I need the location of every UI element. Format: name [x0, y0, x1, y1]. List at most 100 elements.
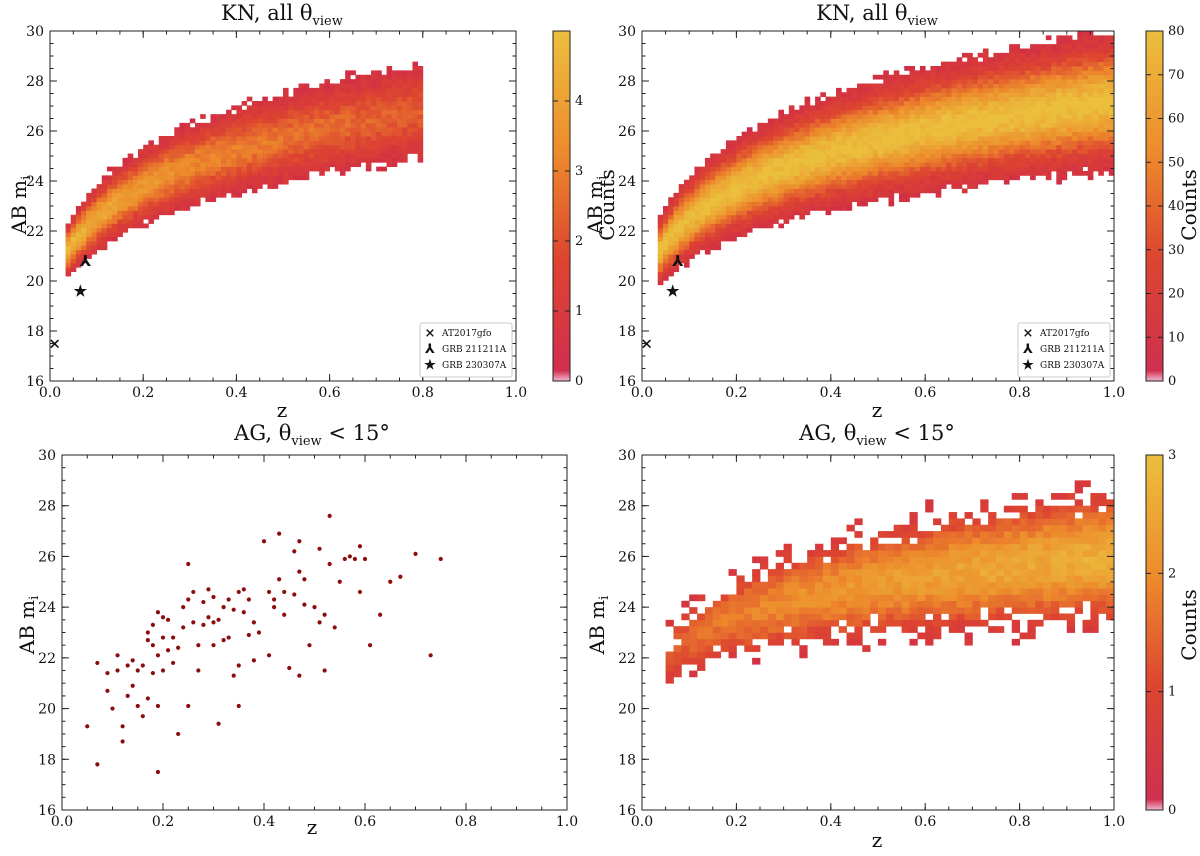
heatmap-cell	[851, 184, 858, 189]
heatmap-cell	[1093, 105, 1099, 111]
heatmap-cell	[1019, 131, 1026, 137]
heatmap-cell	[681, 657, 690, 665]
heatmap-cell	[673, 241, 680, 246]
heatmap-cell	[117, 219, 123, 224]
heatmap-cell	[799, 179, 805, 185]
heatmap-cell	[731, 188, 737, 194]
heatmap-cell	[898, 87, 905, 93]
heatmap-cell	[930, 131, 937, 137]
heatmap-cell	[851, 87, 858, 93]
heatmap-cell	[283, 109, 289, 115]
heatmap-cell	[893, 550, 902, 557]
heatmap-cell	[919, 122, 926, 128]
heatmap-cell	[862, 600, 871, 608]
heatmap-cell	[345, 157, 351, 163]
heatmap-cell	[402, 144, 408, 150]
heatmap-cell	[964, 588, 973, 595]
heatmap-cell	[138, 153, 144, 159]
heatmap-cell	[386, 114, 393, 119]
heatmap-cell	[163, 197, 170, 203]
heatmap-cell	[689, 657, 698, 665]
heatmap-cell	[783, 206, 790, 211]
heatmap-cell	[257, 166, 263, 172]
heatmap-cell	[935, 74, 942, 80]
heatmap-cell	[720, 206, 727, 211]
heatmap-cell	[334, 96, 341, 102]
heatmap-cell	[893, 171, 900, 176]
heatmap-cell	[138, 192, 144, 198]
heatmap-cell	[1045, 114, 1052, 119]
heatmap-cell	[998, 105, 1005, 111]
heatmap-cell	[298, 109, 305, 115]
heatmap-cell	[948, 550, 958, 557]
heatmap-cell	[376, 83, 382, 89]
heatmap-cell	[402, 70, 408, 76]
heatmap-cell	[783, 210, 790, 216]
heatmap-cell	[1009, 92, 1015, 98]
heatmap-cell	[298, 166, 305, 172]
heatmap-cell	[794, 153, 800, 159]
scatter-point	[186, 597, 191, 602]
heatmap-cell	[998, 118, 1005, 124]
heatmap-cell	[689, 197, 695, 203]
heatmap-cell	[1030, 127, 1036, 133]
heatmap-cell	[799, 192, 805, 198]
heatmap-cell	[215, 149, 222, 154]
heatmap-cell	[298, 122, 305, 128]
heatmap-cell	[820, 179, 826, 185]
heatmap-cell	[988, 569, 997, 576]
heatmap-cell	[909, 127, 916, 133]
heatmap-cell	[1035, 550, 1044, 557]
heatmap-cell	[386, 131, 393, 137]
heatmap-cell	[872, 166, 879, 172]
heatmap-cell	[914, 92, 921, 98]
heatmap-cell	[1019, 531, 1028, 538]
heatmap-cell	[815, 149, 821, 154]
heatmap-cell	[1014, 114, 1020, 119]
heatmap-cell	[697, 664, 706, 671]
heatmap-cell	[961, 66, 968, 71]
heatmap-cell	[930, 109, 937, 115]
heatmap-cell	[241, 136, 248, 141]
heatmap-cell	[893, 70, 900, 76]
heatmap-cell	[86, 236, 92, 242]
heatmap-cell	[407, 74, 413, 80]
heatmap-cell	[830, 197, 837, 203]
heatmap-cell	[925, 83, 931, 89]
scatter-point	[251, 658, 256, 663]
heatmap-cell	[1082, 57, 1089, 63]
heatmap-cell	[956, 575, 965, 583]
heatmap-cell	[878, 179, 884, 185]
heatmap-cell	[757, 131, 764, 137]
heatmap-cell	[1108, 96, 1115, 102]
heatmap-cell	[169, 149, 175, 154]
heatmap-cell	[215, 188, 222, 194]
heatmap-cell	[948, 562, 958, 570]
heatmap-cell	[741, 149, 748, 154]
heatmap-cell	[967, 70, 973, 76]
heatmap-cell	[1103, 136, 1110, 141]
heatmap-cell	[231, 136, 237, 141]
heatmap-cell	[791, 638, 800, 646]
heatmap-cell	[1072, 157, 1078, 163]
scatter-point	[388, 579, 393, 584]
heatmap-cell	[360, 96, 367, 102]
heatmap-cell	[668, 262, 674, 268]
heatmap-cell	[267, 122, 274, 128]
heatmap-cell	[81, 254, 87, 259]
heatmap-cell	[715, 245, 722, 251]
heatmap-cell	[977, 136, 984, 141]
heatmap-cell	[930, 175, 937, 181]
heatmap-cell	[977, 92, 984, 98]
heatmap-cell	[288, 162, 294, 168]
heatmap-cell	[851, 118, 858, 124]
heatmap-cell	[710, 171, 716, 176]
heatmap-cell	[956, 626, 965, 633]
heatmap-cell	[365, 144, 372, 150]
heatmap-cell	[345, 144, 351, 150]
heatmap-cell	[345, 87, 351, 93]
heatmap-cell	[1061, 122, 1068, 128]
heatmap-cell	[872, 184, 879, 189]
heatmap-cell	[878, 184, 884, 189]
scatter-point	[282, 612, 287, 617]
